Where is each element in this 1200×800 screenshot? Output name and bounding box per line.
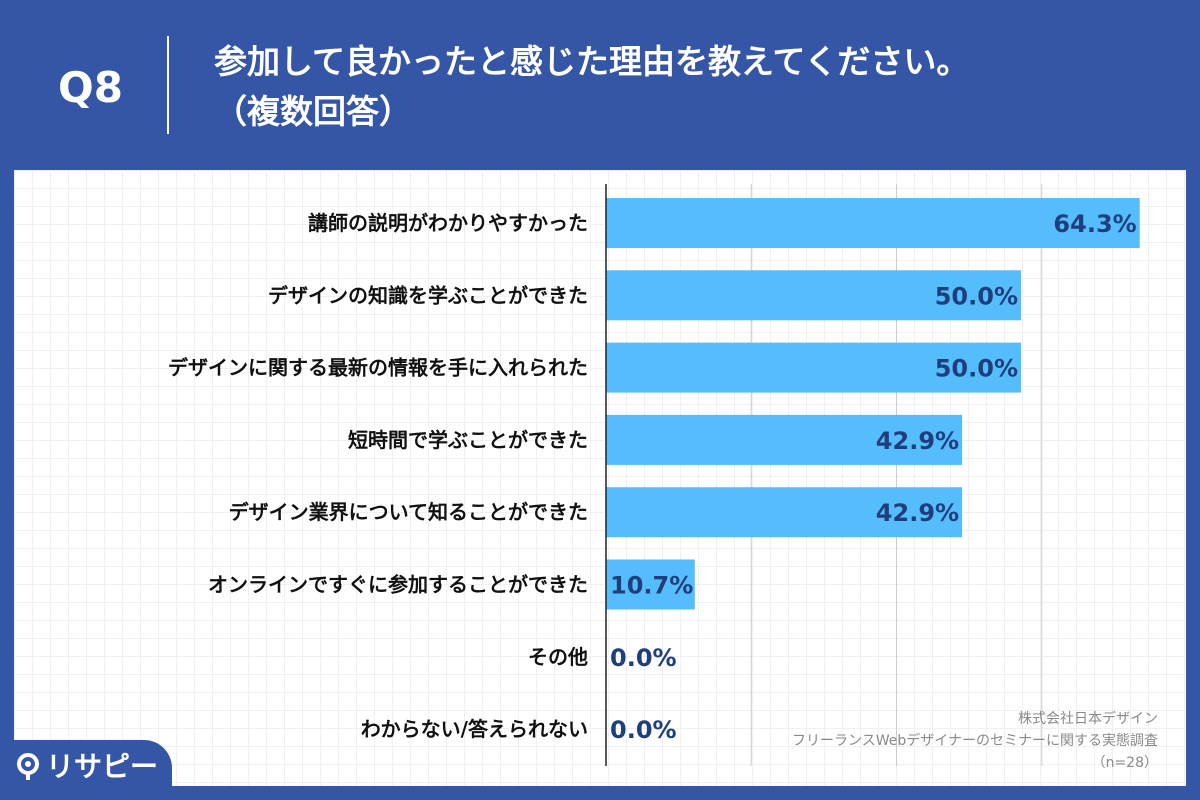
source-sample-size: （n=28） <box>1091 755 1158 771</box>
bar <box>606 342 1021 393</box>
source-survey: フリーランスWebデザイナーのセミナーに関する実態調査 <box>792 733 1158 749</box>
category-label: デザインの知識を学ぶことができた <box>268 283 588 307</box>
category-label: わからない/答えられない <box>361 717 588 741</box>
value-label: 50.0% <box>935 355 1018 383</box>
category-label: その他 <box>528 645 588 669</box>
logo: リサピー <box>0 740 172 800</box>
bar <box>606 198 1140 248</box>
bars <box>606 198 1140 610</box>
value-label: 50.0% <box>935 282 1018 310</box>
pin-icon <box>17 753 39 780</box>
bar <box>606 270 1021 321</box>
header: Q8 参加して良かったと感じた理由を教えてください。 （複数回答） <box>0 0 1200 168</box>
bar-chart: 講師の説明がわかりやすかった 64.3% デザインの知識を学ぶことができた 50.0%… <box>168 184 1140 766</box>
question-subtitle: （複数回答） <box>214 92 412 131</box>
bar <box>606 414 963 465</box>
source-note: 株式会社日本デザイン フリーランスWebデザイナーのセミナーに関する実態調査 （… <box>792 708 1158 774</box>
category-label: デザインに関する最新の情報を手に入れられた <box>168 356 588 380</box>
question-number: Q8 <box>58 63 123 112</box>
chart-panel: 講師の説明がわかりやすかった 64.3% デザインの知識を学ぶことができた 50.0%… <box>14 170 1186 786</box>
value-label: 0.0% <box>610 644 677 672</box>
source-company: 株式会社日本デザイン <box>1018 711 1158 727</box>
header-divider <box>167 36 169 134</box>
labels: 講師の説明がわかりやすかった 64.3% デザインの知識を学ぶことができた 50.0%… <box>168 210 1137 744</box>
value-label: 0.0% <box>610 716 677 744</box>
question-title: 参加して良かったと感じた理由を教えてください。 <box>214 42 970 81</box>
bar <box>606 487 963 538</box>
category-label: 短時間で学ぶことができた <box>348 428 588 452</box>
bar <box>606 559 695 610</box>
category-label: デザイン業界について知ることができた <box>229 500 588 524</box>
category-label: オンラインですぐに参加することができた <box>208 573 588 597</box>
value-label: 42.9% <box>876 499 959 527</box>
value-label: 10.7% <box>610 572 693 600</box>
value-label: 42.9% <box>876 427 959 455</box>
logo-text: リサピー <box>46 750 159 783</box>
value-label: 64.3% <box>1053 210 1136 238</box>
category-label: 講師の説明がわかりやすかった <box>308 211 588 235</box>
